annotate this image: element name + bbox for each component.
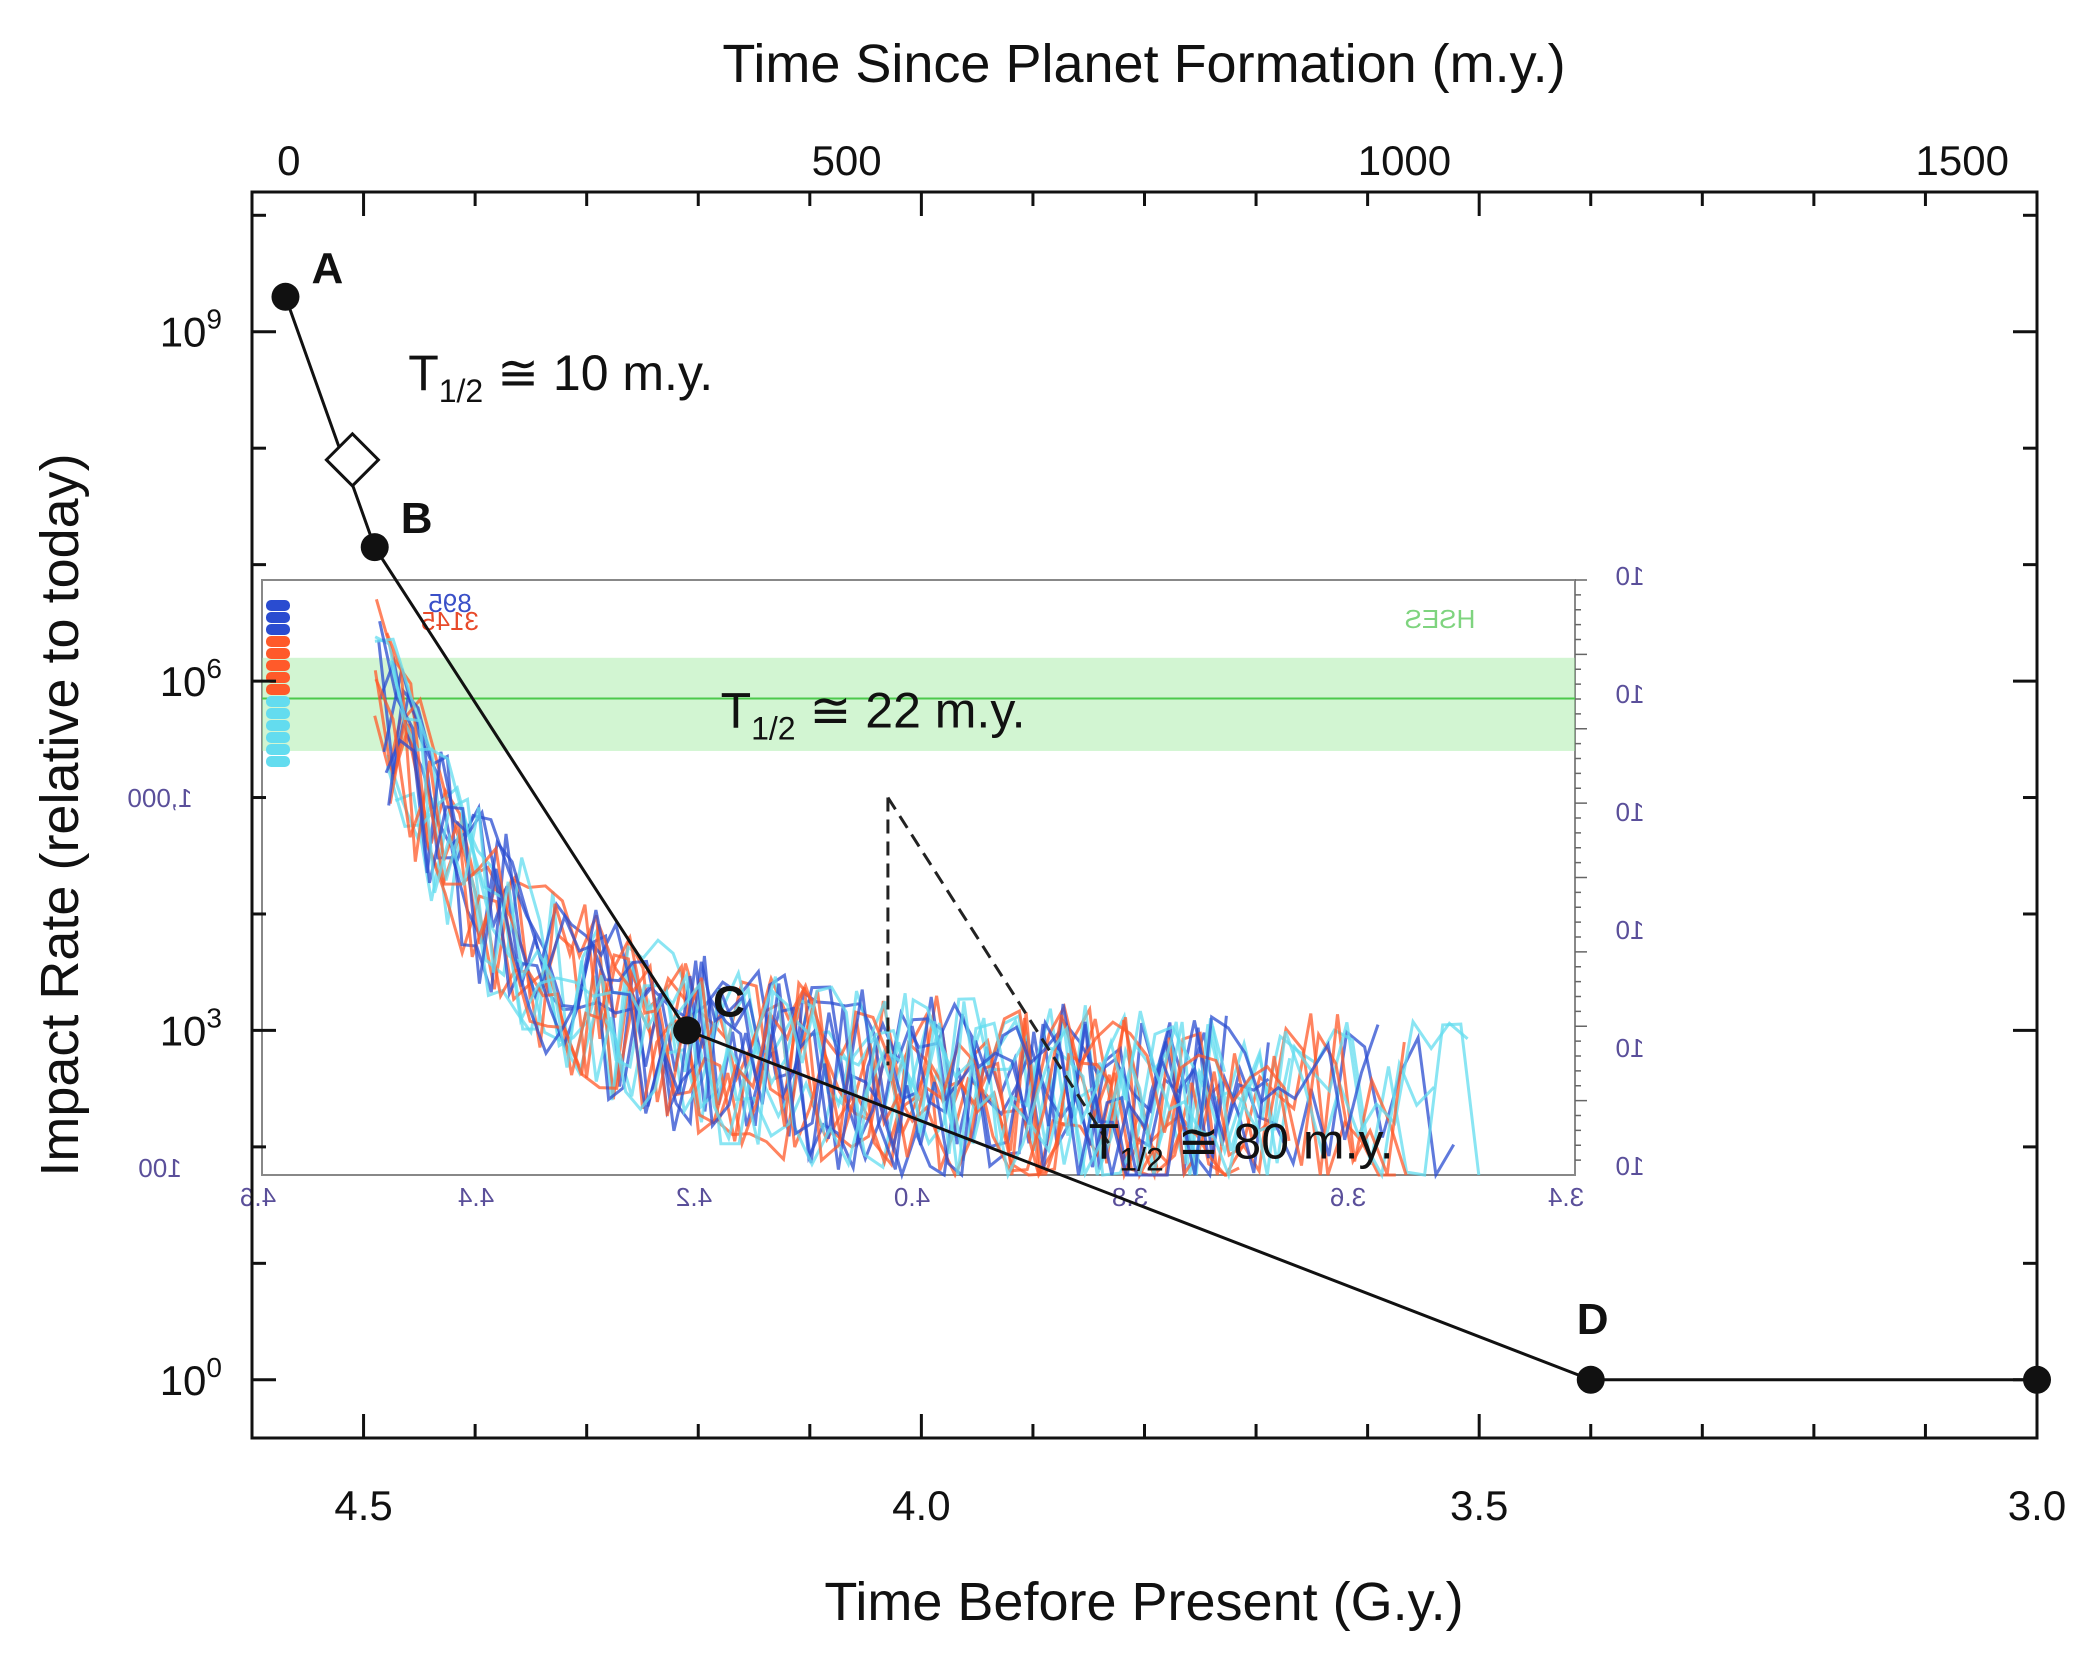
diamond-marker bbox=[324, 431, 381, 488]
inset-trace bbox=[389, 660, 1274, 1181]
inset-color-marker bbox=[266, 684, 290, 695]
inset-mirrored-x-label: 4.0 bbox=[894, 1182, 930, 1212]
inset-color-marker bbox=[266, 720, 290, 731]
inset-mirrored-x-label: 4.6 bbox=[240, 1182, 276, 1212]
half-life-annotations: T1/2 ≅ 10 m.y. T1/2 ≅ 22 m.y. T1/2 ≅ 80 m.… bbox=[408, 345, 1393, 1178]
inset-trace bbox=[385, 632, 1240, 1181]
inset-mirrored-x-label: 4.2 bbox=[676, 1182, 712, 1212]
inset-simulation-plot: 4.6 4.4 4.2 4.0 3.8 3.6 3.41010101010101001,00… bbox=[127, 561, 1644, 1212]
x2-tick-label: 0 bbox=[277, 137, 300, 184]
point-label: B bbox=[401, 494, 433, 543]
inset-color-marker bbox=[266, 636, 290, 647]
y-tick-label: 106 bbox=[160, 653, 222, 705]
data-point bbox=[1576, 1365, 1605, 1394]
x2-tick-label: 1000 bbox=[1358, 137, 1451, 184]
y-tick-label: 103 bbox=[160, 1002, 222, 1054]
data-point bbox=[360, 533, 389, 562]
inset-mirrored-y-label: 100 bbox=[138, 1153, 181, 1183]
inset-trace bbox=[382, 668, 1455, 1180]
inset-green-band bbox=[262, 657, 1575, 751]
series-line bbox=[284, 296, 2037, 1382]
x-axis-title: Time Before Present (G.y.) bbox=[824, 1572, 1463, 1632]
inset-dashed-diagonal bbox=[886, 796, 1113, 1148]
half-life-annotation: T1/2 ≅ 22 m.y. bbox=[721, 683, 1026, 747]
y-tick-label: 100 bbox=[160, 1352, 222, 1404]
point-label: A bbox=[311, 244, 343, 293]
inset-color-marker bbox=[266, 612, 290, 623]
inset-mirrored-right-label: 10 bbox=[1616, 561, 1645, 591]
inset-mirrored-right-label: 10 bbox=[1616, 1151, 1645, 1181]
x2-tick-label: 500 bbox=[812, 137, 882, 184]
inset-mirrored-legend: 3145 bbox=[421, 606, 479, 636]
inset-color-marker bbox=[266, 696, 290, 707]
half-life-annotation: T1/2 ≅ 10 m.y. bbox=[408, 345, 713, 409]
data-point bbox=[2023, 1365, 2051, 1394]
inset-trace bbox=[374, 678, 1406, 1175]
inset-mirrored-right-label: 10 bbox=[1616, 679, 1645, 709]
x-tick-label: 4.0 bbox=[892, 1482, 950, 1529]
inset-color-marker bbox=[266, 708, 290, 719]
point-label: C bbox=[713, 977, 745, 1026]
inset-mirrored-right-label: 10 bbox=[1616, 1033, 1645, 1063]
axis-tick-labels: 4.5 4.0 3.5 3.0 0 500 1000 1500 109 106 103 100 bbox=[160, 137, 2066, 1529]
x-tick-label: 4.5 bbox=[334, 1482, 392, 1529]
inset-mirrored-legend: HSES bbox=[1405, 604, 1476, 634]
inset-mirrored-right-label: 10 bbox=[1616, 915, 1645, 945]
axis-ticks bbox=[252, 192, 2039, 1438]
series-impact-rate: A B C D bbox=[271, 244, 2051, 1394]
half-life-annotation: T1/2 ≅ 80 m.y. bbox=[1089, 1114, 1394, 1178]
inset-color-marker bbox=[266, 756, 290, 767]
inset-color-marker bbox=[266, 648, 290, 659]
inset-color-marker bbox=[266, 600, 290, 611]
data-point bbox=[271, 282, 300, 311]
inset-mirrored-x-label: 3.6 bbox=[1330, 1182, 1366, 1212]
y-axis-title: Impact Rate (relative to today) bbox=[30, 453, 90, 1176]
inset-mirrored-x-label: 4.4 bbox=[458, 1182, 494, 1212]
inset-mirrored-x-label: 3.4 bbox=[1548, 1182, 1584, 1212]
y-tick-label: 109 bbox=[160, 304, 222, 356]
x-tick-label: 3.5 bbox=[1450, 1482, 1508, 1529]
inset-color-marker bbox=[266, 660, 290, 671]
inset-color-marker bbox=[266, 744, 290, 755]
inset-mirrored-legend: 895 bbox=[428, 588, 471, 618]
inset-trace bbox=[378, 620, 1380, 1176]
point-label: D bbox=[1577, 1295, 1609, 1344]
inset-mirrored-y-label: 1,000 bbox=[127, 783, 192, 813]
inset-trace bbox=[388, 696, 1291, 1181]
data-point bbox=[673, 1016, 702, 1045]
x-tick-label: 3.0 bbox=[2008, 1482, 2066, 1529]
x2-tick-label: 1500 bbox=[1916, 137, 2009, 184]
inset-color-marker bbox=[266, 624, 290, 635]
inset-mirrored-right-label: 10 bbox=[1616, 797, 1645, 827]
inset-trace bbox=[387, 687, 1270, 1179]
inset-color-marker bbox=[266, 732, 290, 743]
x2-axis-title: Time Since Planet Formation (m.y.) bbox=[722, 34, 1565, 94]
